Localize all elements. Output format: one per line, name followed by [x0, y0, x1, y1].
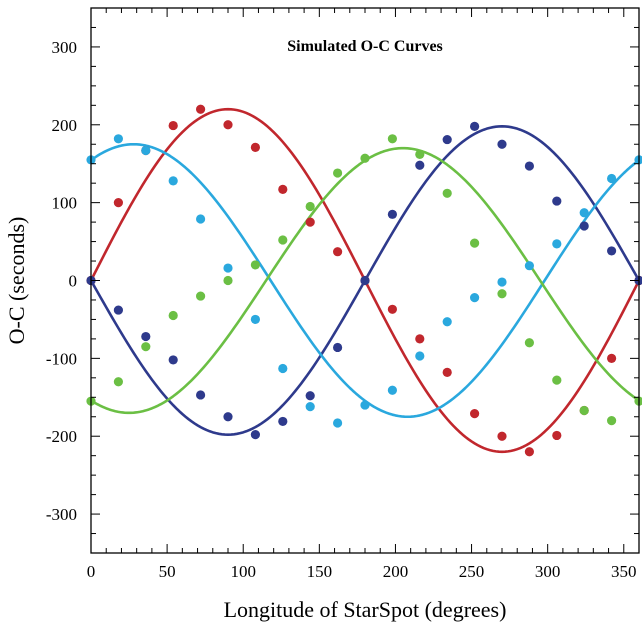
y-tick-label: 300 — [52, 38, 78, 57]
data-point-series-4 — [250, 260, 260, 270]
data-point-series-3 — [141, 145, 151, 156]
data-point-series-3 — [524, 261, 535, 271]
data-point-series-3 — [196, 214, 206, 224]
data-point-series-1 — [470, 409, 480, 419]
data-point-series-4 — [470, 238, 480, 248]
data-point-series-3 — [223, 263, 233, 273]
data-point-series-1 — [333, 247, 343, 257]
data-point-series-2 — [607, 246, 617, 256]
data-point-series-3 — [250, 314, 260, 325]
data-point-series-4 — [141, 342, 151, 352]
data-point-series-4 — [305, 201, 315, 212]
x-tick-label: 100 — [230, 562, 256, 581]
x-tick-label: 350 — [611, 562, 637, 581]
data-point-series-3 — [333, 418, 343, 428]
data-point-series-3 — [415, 351, 425, 361]
data-point-series-2 — [278, 416, 288, 427]
data-point-series-1 — [305, 217, 315, 227]
data-point-series-4 — [607, 416, 617, 426]
data-point-series-2 — [415, 160, 425, 170]
data-point-series-2 — [497, 139, 507, 149]
data-point-series-4 — [168, 310, 178, 321]
data-point-series-2 — [250, 430, 260, 440]
data-point-series-2 — [552, 196, 562, 206]
data-point-series-4 — [552, 375, 562, 385]
data-point-series-3 — [387, 385, 397, 395]
data-point-series-4 — [113, 377, 123, 387]
data-point-series-2 — [470, 121, 480, 131]
data-point-series-4 — [415, 149, 425, 159]
plot-frame — [90, 7, 640, 554]
y-tick-label: 200 — [52, 116, 78, 135]
data-point-series-2 — [387, 209, 397, 219]
data-point-series-3 — [607, 173, 617, 184]
x-tick-label: 300 — [535, 562, 561, 581]
y-tick-label: -300 — [46, 505, 77, 524]
data-point-series-4 — [278, 235, 288, 245]
data-point-series-3 — [305, 402, 315, 412]
data-point-series-3 — [168, 176, 178, 186]
data-point-series-2 — [524, 161, 535, 171]
x-tick-label: 150 — [307, 562, 333, 581]
data-point-series-1 — [223, 120, 233, 130]
data-point-series-1 — [196, 104, 206, 114]
data-point-series-3 — [278, 363, 288, 374]
data-point-series-1 — [524, 447, 535, 457]
data-point-series-1 — [387, 304, 397, 314]
data-point-series-2 — [442, 134, 452, 145]
x-tick-label: 50 — [159, 562, 176, 581]
data-point-series-3 — [634, 155, 642, 165]
y-tick-label: -200 — [46, 427, 77, 446]
data-point-series-3 — [470, 293, 480, 303]
data-point-series-3 — [360, 400, 370, 410]
data-point-series-3 — [579, 208, 589, 218]
data-point-series-3 — [552, 239, 562, 249]
data-point-series-1 — [250, 142, 260, 152]
data-point-series-2 — [223, 412, 233, 422]
data-point-series-2 — [579, 221, 589, 231]
y-tick-label: -100 — [46, 349, 77, 368]
data-point-series-3 — [442, 317, 452, 327]
data-point-series-1 — [415, 334, 425, 344]
data-point-series-3 — [113, 134, 123, 144]
data-point-series-4 — [524, 338, 535, 348]
data-point-series-3 — [497, 277, 507, 287]
data-point-series-4 — [634, 396, 642, 406]
data-point-series-4 — [333, 168, 343, 178]
data-point-series-2 — [168, 355, 178, 365]
data-point-series-2 — [360, 275, 370, 286]
data-point-series-1 — [113, 198, 123, 208]
data-point-series-1 — [497, 431, 507, 441]
data-point-series-2 — [196, 390, 206, 400]
data-point-series-1 — [607, 353, 617, 363]
x-tick-label: 0 — [87, 562, 96, 581]
chart-title: Simulated O-C Curves — [287, 38, 443, 55]
axis-ticks: 0 50 100 150 200 250 300 350 -300 -200 -100 0 100 200… — [46, 7, 640, 581]
data-point-series-1 — [168, 120, 178, 131]
data-point-series-4 — [360, 153, 370, 163]
data-point-series-2 — [333, 342, 343, 353]
data-point-series-4 — [223, 275, 233, 286]
data-points — [86, 104, 642, 457]
y-tick-label: 0 — [69, 272, 78, 291]
x-axis-title: Longitude of StarSpot (degrees) — [224, 597, 507, 622]
data-point-series-4 — [387, 134, 397, 144]
data-point-series-1 — [442, 367, 452, 377]
y-tick-label: 100 — [52, 194, 78, 213]
data-point-series-2 — [305, 391, 315, 401]
data-point-series-4 — [196, 291, 206, 301]
data-point-series-2 — [141, 331, 151, 342]
data-point-series-2 — [113, 305, 123, 315]
data-point-series-4 — [442, 188, 452, 198]
data-point-series-1 — [278, 184, 288, 195]
data-point-series-1 — [552, 430, 562, 441]
data-point-series-4 — [579, 405, 589, 416]
y-axis-title: O-C (seconds) — [4, 217, 29, 345]
x-tick-label: 250 — [459, 562, 485, 581]
x-tick-label: 200 — [383, 562, 409, 581]
data-point-series-4 — [497, 289, 507, 299]
